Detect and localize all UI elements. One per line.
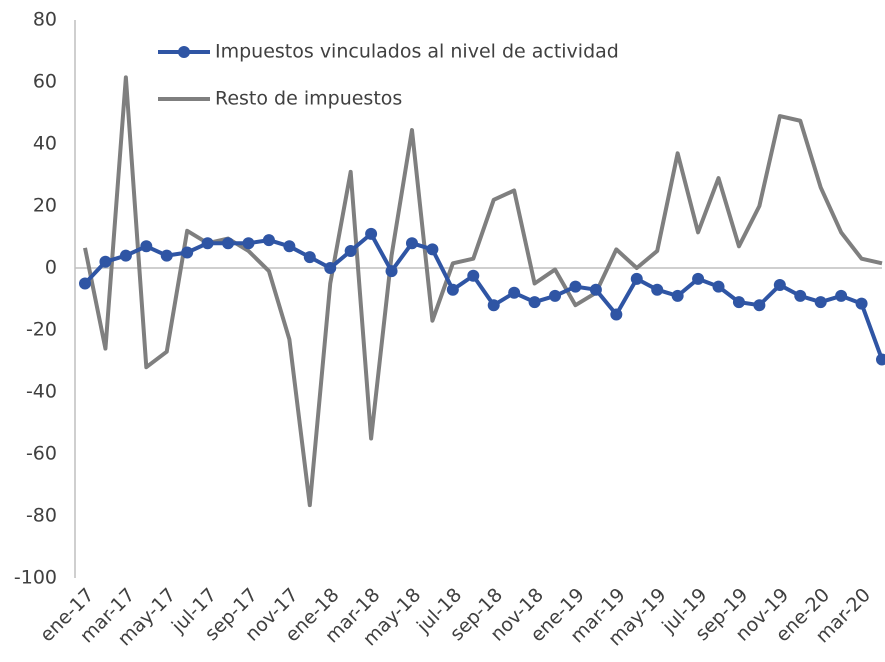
point <box>773 279 786 292</box>
point <box>569 280 582 293</box>
point <box>589 283 602 296</box>
point <box>753 299 766 312</box>
series-line <box>83 231 884 361</box>
y-tick-label: -20 <box>26 319 57 341</box>
point <box>262 234 275 247</box>
point <box>528 296 541 309</box>
point <box>385 265 398 278</box>
point <box>365 227 378 240</box>
point <box>99 255 112 268</box>
point <box>140 240 153 253</box>
point <box>79 277 91 290</box>
series-line <box>83 75 883 508</box>
point <box>426 243 439 256</box>
point <box>119 249 132 262</box>
point <box>712 280 725 293</box>
y-tick-label: -40 <box>26 381 57 403</box>
point <box>181 246 194 259</box>
point <box>630 272 643 285</box>
point <box>283 240 296 253</box>
y-tick-label: 80 <box>33 9 57 31</box>
point <box>671 289 684 302</box>
y-tick-label: 20 <box>33 195 57 217</box>
point <box>487 299 500 312</box>
point <box>508 286 521 299</box>
point <box>324 262 337 274</box>
point <box>876 353 885 366</box>
point <box>855 297 868 310</box>
y-tick-label: -80 <box>26 505 57 527</box>
point <box>201 237 214 250</box>
point <box>610 308 623 321</box>
point <box>242 237 255 250</box>
y-tick-label: 40 <box>33 133 57 155</box>
point <box>549 289 562 302</box>
point <box>794 289 807 302</box>
point <box>344 244 357 257</box>
y-tick-label: 0 <box>45 257 57 279</box>
point <box>732 296 745 309</box>
point <box>446 283 459 296</box>
point <box>651 283 664 296</box>
point <box>467 269 480 282</box>
point <box>692 272 705 285</box>
point <box>222 237 235 250</box>
point <box>835 289 848 302</box>
y-tick-label: -60 <box>26 443 57 465</box>
legend-label: Resto de impuestos <box>215 88 402 110</box>
point <box>405 237 418 250</box>
y-tick-label: 60 <box>33 71 57 93</box>
legend-marker <box>178 46 190 58</box>
point <box>160 249 173 262</box>
point <box>814 296 827 309</box>
point <box>303 251 316 264</box>
y-tick-label: -100 <box>14 567 57 589</box>
legend-label: Impuestos vinculados al nivel de activid… <box>215 41 619 63</box>
